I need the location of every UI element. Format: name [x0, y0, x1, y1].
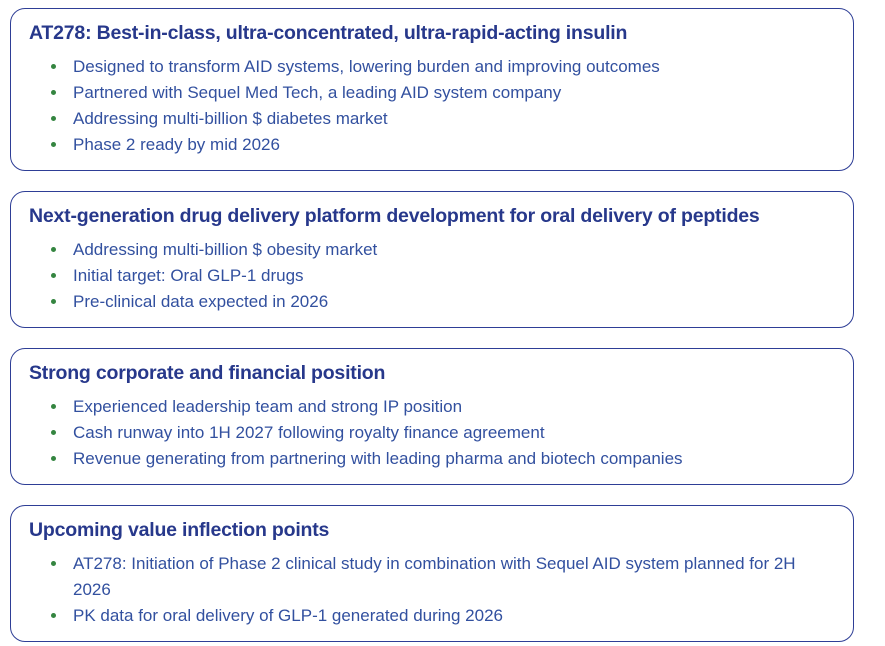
- bullet-dot-icon: [51, 247, 56, 252]
- bullet-item: Addressing multi-billion $ diabetes mark…: [51, 106, 835, 132]
- bullet-text: Initial target: Oral GLP-1 drugs: [73, 266, 304, 285]
- card-value-inflection-points: Upcoming value inflection points AT278: …: [10, 505, 854, 642]
- bullet-dot-icon: [51, 430, 56, 435]
- bullet-dot-icon: [51, 64, 56, 69]
- card-title: Strong corporate and financial position: [29, 362, 386, 384]
- bullet-item: Revenue generating from partnering with …: [51, 446, 835, 472]
- bullet-list: Addressing multi-billion $ obesity marke…: [29, 237, 835, 315]
- bullet-item: Pre-clinical data expected in 2026: [51, 289, 835, 315]
- bullet-text: Partnered with Sequel Med Tech, a leadin…: [73, 83, 562, 102]
- bullet-item: Phase 2 ready by mid 2026: [51, 132, 835, 158]
- bullet-dot-icon: [51, 613, 56, 618]
- bullet-item: Initial target: Oral GLP-1 drugs: [51, 263, 835, 289]
- bullet-text: Addressing multi-billion $ diabetes mark…: [73, 109, 388, 128]
- bullet-item: Experienced leadership team and strong I…: [51, 394, 835, 420]
- bullet-item: PK data for oral delivery of GLP-1 gener…: [51, 603, 835, 629]
- bullet-dot-icon: [51, 561, 56, 566]
- bullet-text: Designed to transform AID systems, lower…: [73, 57, 660, 76]
- bullet-list: Designed to transform AID systems, lower…: [29, 54, 835, 158]
- bullet-text: AT278: Initiation of Phase 2 clinical st…: [73, 554, 796, 599]
- bullet-item: Addressing multi-billion $ obesity marke…: [51, 237, 835, 263]
- bullet-item: Partnered with Sequel Med Tech, a leadin…: [51, 80, 835, 106]
- bullet-dot-icon: [51, 299, 56, 304]
- bullet-dot-icon: [51, 90, 56, 95]
- card-title: AT278: Best-in-class, ultra-concentrated…: [29, 22, 628, 44]
- bullet-dot-icon: [51, 273, 56, 278]
- bullet-dot-icon: [51, 404, 56, 409]
- bullet-text: Experienced leadership team and strong I…: [73, 397, 463, 416]
- bullet-dot-icon: [51, 456, 56, 461]
- bullet-text: Cash runway into 1H 2027 following royal…: [73, 423, 545, 442]
- card-title: Next-generation drug delivery platform d…: [29, 205, 760, 227]
- bullet-list: Experienced leadership team and strong I…: [29, 394, 835, 472]
- bullet-text: Phase 2 ready by mid 2026: [73, 135, 280, 154]
- bullet-text: PK data for oral delivery of GLP-1 gener…: [73, 606, 503, 625]
- bullet-text: Revenue generating from partnering with …: [73, 449, 683, 468]
- card-corporate-financial-position: Strong corporate and financial position …: [10, 348, 854, 485]
- card-at278-insulin: AT278: Best-in-class, ultra-concentrated…: [10, 8, 854, 171]
- card-drug-delivery-platform: Next-generation drug delivery platform d…: [10, 191, 854, 328]
- bullet-list: AT278: Initiation of Phase 2 clinical st…: [29, 551, 835, 629]
- bullet-dot-icon: [51, 116, 56, 121]
- bullet-text: Pre-clinical data expected in 2026: [73, 292, 329, 311]
- card-title: Upcoming value inflection points: [29, 519, 330, 541]
- bullet-text: Addressing multi-billion $ obesity marke…: [73, 240, 378, 259]
- bullet-item: AT278: Initiation of Phase 2 clinical st…: [51, 551, 835, 603]
- bullet-item: Cash runway into 1H 2027 following royal…: [51, 420, 835, 446]
- bullet-item: Designed to transform AID systems, lower…: [51, 54, 835, 80]
- bullet-dot-icon: [51, 142, 56, 147]
